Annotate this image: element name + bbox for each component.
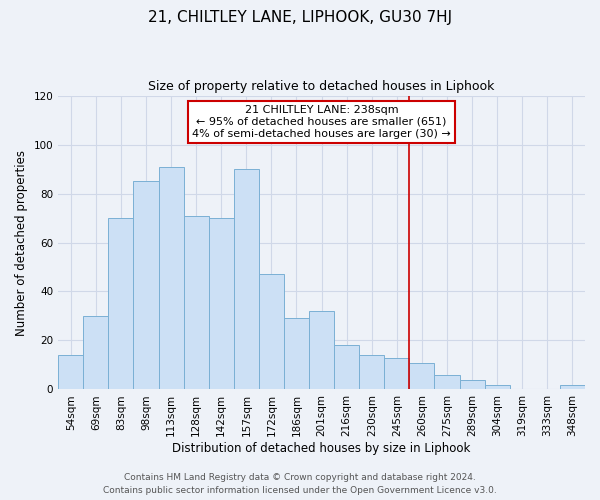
Bar xyxy=(309,311,334,390)
Bar xyxy=(259,274,284,390)
Bar xyxy=(334,346,359,390)
Text: 21 CHILTLEY LANE: 238sqm
← 95% of detached houses are smaller (651)
4% of semi-d: 21 CHILTLEY LANE: 238sqm ← 95% of detach… xyxy=(192,106,451,138)
Bar xyxy=(434,375,460,390)
Text: 21, CHILTLEY LANE, LIPHOOK, GU30 7HJ: 21, CHILTLEY LANE, LIPHOOK, GU30 7HJ xyxy=(148,10,452,25)
Bar xyxy=(133,182,158,390)
Text: Contains HM Land Registry data © Crown copyright and database right 2024.
Contai: Contains HM Land Registry data © Crown c… xyxy=(103,473,497,495)
Bar xyxy=(409,362,434,390)
Bar xyxy=(83,316,109,390)
Bar xyxy=(560,384,585,390)
Bar xyxy=(385,358,409,390)
X-axis label: Distribution of detached houses by size in Liphook: Distribution of detached houses by size … xyxy=(172,442,471,455)
Title: Size of property relative to detached houses in Liphook: Size of property relative to detached ho… xyxy=(148,80,495,93)
Bar xyxy=(184,216,209,390)
Bar xyxy=(109,218,133,390)
Y-axis label: Number of detached properties: Number of detached properties xyxy=(15,150,28,336)
Bar xyxy=(359,355,385,390)
Bar xyxy=(485,384,510,390)
Bar xyxy=(284,318,309,390)
Bar xyxy=(460,380,485,390)
Bar xyxy=(158,166,184,390)
Bar xyxy=(234,169,259,390)
Bar xyxy=(209,218,234,390)
Bar xyxy=(58,355,83,390)
